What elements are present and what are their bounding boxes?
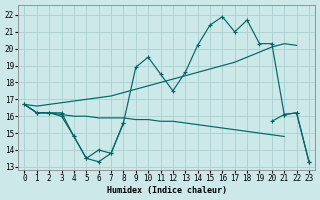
- X-axis label: Humidex (Indice chaleur): Humidex (Indice chaleur): [107, 186, 227, 195]
